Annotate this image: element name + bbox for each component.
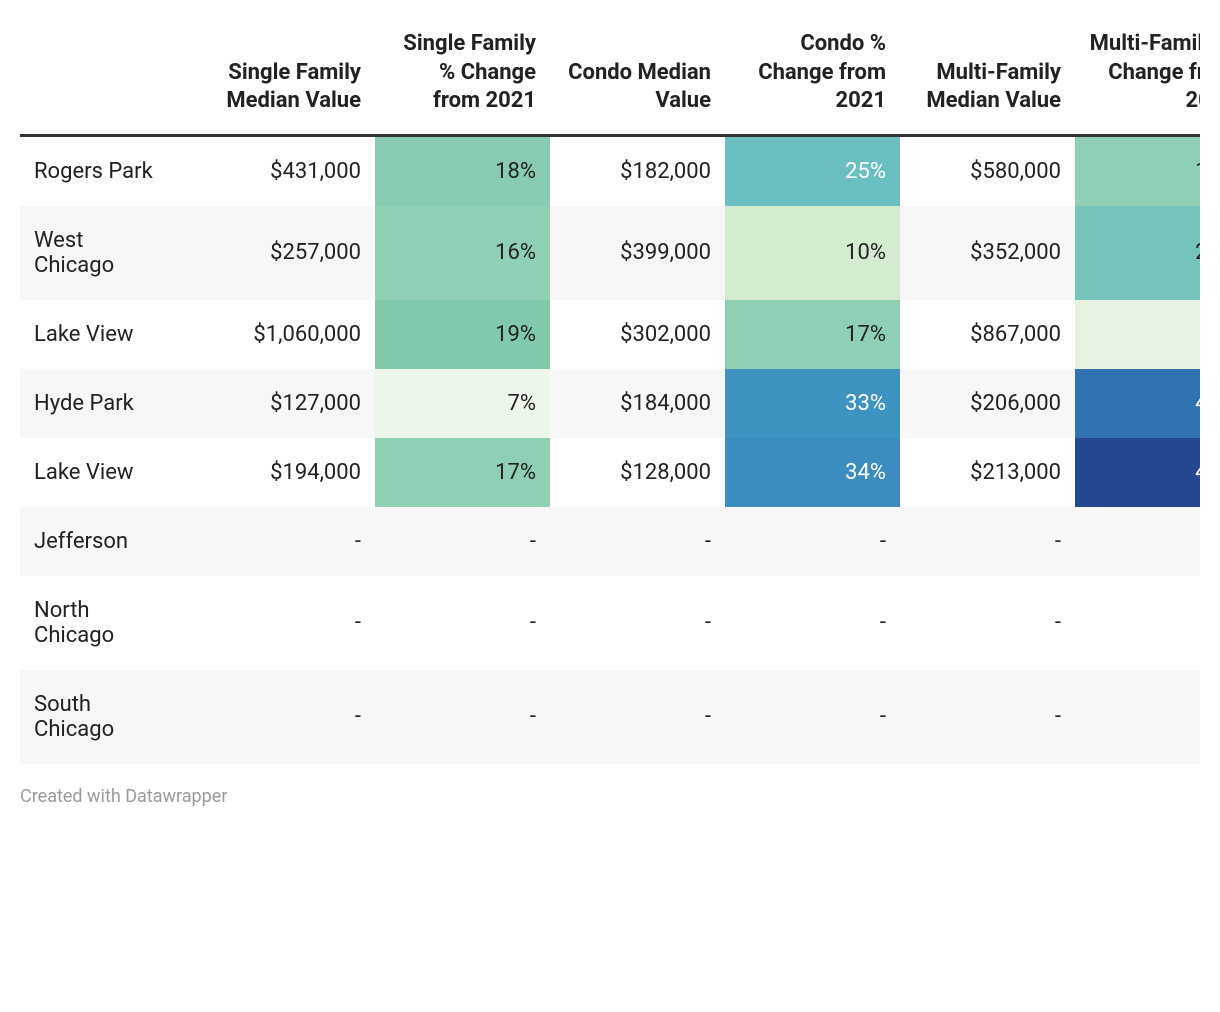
cell-mf-median: $213,000	[900, 438, 1075, 507]
cell-mf-pct: -	[1075, 507, 1200, 576]
col-header-sf-pct: Single Family % Change from 2021	[375, 20, 550, 135]
cell-rowname: West Chicago	[20, 206, 180, 300]
cell-condo-median: $128,000	[550, 438, 725, 507]
cell-condo-median: -	[550, 507, 725, 576]
cell-rowname: Lake View	[20, 438, 180, 507]
cell-condo-median: $182,000	[550, 135, 725, 206]
attribution-footer: Created with Datawrapper	[20, 786, 1200, 807]
table-row: West Chicago$257,00016%$399,00010%$352,0…	[20, 206, 1200, 300]
cell-rowname: Rogers Park	[20, 135, 180, 206]
cell-mf-median: $580,000	[900, 135, 1075, 206]
cell-sf-pct: 17%	[375, 438, 550, 507]
table-body: Rogers Park$431,00018%$182,00025%$580,00…	[20, 135, 1200, 764]
table-row: Hyde Park$127,0007%$184,00033%$206,00040…	[20, 369, 1200, 438]
cell-mf-pct: -	[1075, 670, 1200, 764]
cell-mf-pct: 17%	[1075, 135, 1200, 206]
cell-rowname: Jefferson	[20, 507, 180, 576]
cell-mf-pct: 8%	[1075, 300, 1200, 369]
cell-sf-median: $431,000	[180, 135, 375, 206]
table-row: Lake View$1,060,00019%$302,00017%$867,00…	[20, 300, 1200, 369]
table-row: North Chicago------	[20, 576, 1200, 670]
cell-sf-pct: -	[375, 670, 550, 764]
table-row: South Chicago------	[20, 670, 1200, 764]
cell-sf-pct: 19%	[375, 300, 550, 369]
cell-condo-median: -	[550, 576, 725, 670]
cell-condo-pct: 25%	[725, 135, 900, 206]
cell-mf-median: $867,000	[900, 300, 1075, 369]
cell-condo-pct: -	[725, 576, 900, 670]
col-header-condo-pct: Condo % Change from 2021	[725, 20, 900, 135]
cell-sf-median: -	[180, 576, 375, 670]
cell-sf-pct: 7%	[375, 369, 550, 438]
table-row: Rogers Park$431,00018%$182,00025%$580,00…	[20, 135, 1200, 206]
cell-mf-pct: -	[1075, 576, 1200, 670]
cell-condo-pct: -	[725, 670, 900, 764]
cell-sf-median: $194,000	[180, 438, 375, 507]
data-table: Single Family Median Value Single Family…	[20, 20, 1200, 764]
cell-sf-median: $127,000	[180, 369, 375, 438]
cell-condo-median: -	[550, 670, 725, 764]
cell-mf-pct: 40%	[1075, 369, 1200, 438]
cell-sf-pct: -	[375, 507, 550, 576]
cell-sf-median: -	[180, 507, 375, 576]
cell-mf-pct: 49%	[1075, 438, 1200, 507]
cell-condo-median: $399,000	[550, 206, 725, 300]
cell-sf-median: $257,000	[180, 206, 375, 300]
cell-condo-median: $184,000	[550, 369, 725, 438]
cell-condo-pct: -	[725, 507, 900, 576]
col-header-name	[20, 20, 180, 135]
cell-sf-pct: 16%	[375, 206, 550, 300]
cell-sf-median: $1,060,000	[180, 300, 375, 369]
cell-sf-median: -	[180, 670, 375, 764]
col-header-sf-median: Single Family Median Value	[180, 20, 375, 135]
table-row: Jefferson------	[20, 507, 1200, 576]
cell-rowname: North Chicago	[20, 576, 180, 670]
data-table-wrapper: Single Family Median Value Single Family…	[20, 20, 1200, 764]
cell-rowname: Lake View	[20, 300, 180, 369]
cell-rowname: South Chicago	[20, 670, 180, 764]
cell-mf-median: $352,000	[900, 206, 1075, 300]
col-header-mf-median: Multi-Family Median Value	[900, 20, 1075, 135]
cell-mf-pct: 21%	[1075, 206, 1200, 300]
cell-condo-pct: 34%	[725, 438, 900, 507]
col-header-mf-pct: Multi-Family % Change from 2021	[1075, 20, 1200, 135]
cell-condo-median: $302,000	[550, 300, 725, 369]
cell-condo-pct: 10%	[725, 206, 900, 300]
cell-mf-median: -	[900, 576, 1075, 670]
cell-mf-median: -	[900, 507, 1075, 576]
cell-mf-median: -	[900, 670, 1075, 764]
cell-condo-pct: 17%	[725, 300, 900, 369]
table-row: Lake View$194,00017%$128,00034%$213,0004…	[20, 438, 1200, 507]
cell-condo-pct: 33%	[725, 369, 900, 438]
cell-rowname: Hyde Park	[20, 369, 180, 438]
cell-sf-pct: 18%	[375, 135, 550, 206]
table-header: Single Family Median Value Single Family…	[20, 20, 1200, 135]
col-header-condo-median: Condo Median Value	[550, 20, 725, 135]
cell-sf-pct: -	[375, 576, 550, 670]
cell-mf-median: $206,000	[900, 369, 1075, 438]
